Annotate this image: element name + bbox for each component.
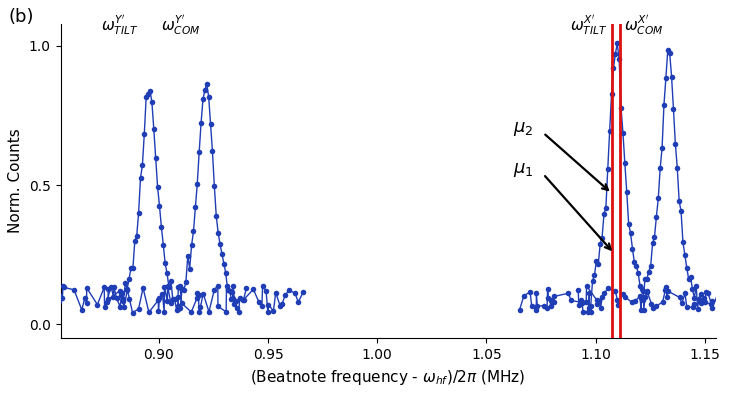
X-axis label: (Beatnote frequency - $\omega_{hf}$)/2$\pi$ (MHz): (Beatnote frequency - $\omega_{hf}$)/2$\…	[250, 368, 526, 387]
Text: $\mu_2$: $\mu_2$	[512, 120, 533, 138]
Text: (b): (b)	[8, 8, 34, 26]
Y-axis label: Norm. Counts: Norm. Counts	[8, 129, 23, 233]
Text: $\omega^{Y^\prime}_{TILT}$: $\omega^{Y^\prime}_{TILT}$	[101, 14, 139, 38]
Text: $\mu_1$: $\mu_1$	[512, 161, 533, 179]
Text: $\omega^{Y^\prime}_{COM}$: $\omega^{Y^\prime}_{COM}$	[161, 14, 201, 38]
Text: $\omega^{X^\prime}_{COM}$: $\omega^{X^\prime}_{COM}$	[624, 14, 664, 38]
Text: $\omega^{X^\prime}_{TILT}$: $\omega^{X^\prime}_{TILT}$	[570, 14, 608, 38]
